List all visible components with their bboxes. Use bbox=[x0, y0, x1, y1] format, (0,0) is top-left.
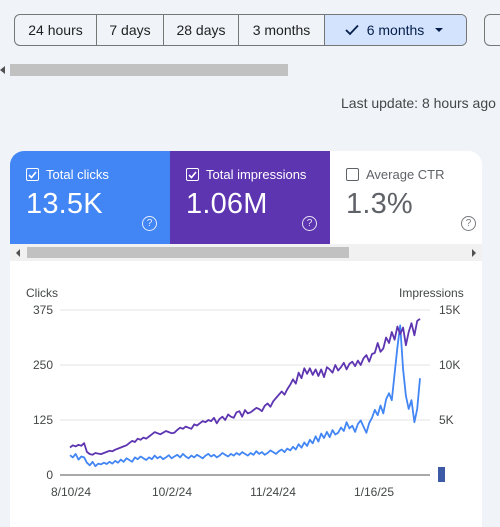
y-right-tick-label: 15K bbox=[439, 303, 460, 317]
range-label: 7 days bbox=[109, 22, 151, 38]
x-tick-label: 10/2/24 bbox=[152, 485, 192, 499]
performance-chart-svg: Clicks Impressions 375 250 125 0 15K 10K 5K 8/10/… bbox=[26, 286, 464, 499]
total-impressions-tile[interactable]: Total impressions 1.06M ? bbox=[170, 151, 330, 244]
metric-value: 1.06M bbox=[186, 188, 268, 220]
range-24-hours-button[interactable]: 24 hours bbox=[15, 15, 97, 45]
range-label: 6 months bbox=[366, 22, 425, 38]
metric-label: Average CTR bbox=[366, 167, 445, 182]
metric-value: 1.3% bbox=[346, 188, 413, 220]
range-7-days-button[interactable]: 7 days bbox=[97, 15, 164, 45]
annotation-marker bbox=[438, 467, 445, 482]
help-icon[interactable]: ? bbox=[461, 216, 476, 231]
page-horizontal-scrollbar[interactable] bbox=[0, 62, 500, 78]
average-ctr-tile[interactable]: Average CTR 1.3% ? bbox=[330, 151, 482, 244]
range-label: 28 days bbox=[176, 22, 226, 38]
metric-value: 13.5K bbox=[26, 188, 103, 220]
y-left-axis-title: Clicks bbox=[26, 286, 58, 300]
range-label: 24 hours bbox=[28, 22, 83, 38]
scrollbar-thumb[interactable] bbox=[27, 247, 349, 258]
more-options-button[interactable] bbox=[484, 14, 500, 46]
dropdown-arrow-icon bbox=[435, 28, 444, 32]
range-3-months-button[interactable]: 3 months bbox=[239, 15, 325, 45]
scroll-left-arrow-icon[interactable] bbox=[16, 249, 20, 257]
impressions-series-line bbox=[69, 318, 421, 456]
range-28-days-button[interactable]: 28 days bbox=[164, 15, 239, 45]
scroll-left-arrow-icon[interactable] bbox=[0, 66, 5, 74]
y-left-tick-label: 125 bbox=[33, 413, 53, 427]
y-left-tick-label: 0 bbox=[46, 468, 53, 482]
y-right-axis-title: Impressions bbox=[399, 286, 464, 300]
metric-label: Total impressions bbox=[206, 167, 307, 182]
performance-card: Total clicks 13.5K ? Total impressions 1… bbox=[10, 151, 482, 527]
metric-label: Total clicks bbox=[46, 167, 109, 182]
metrics-horizontal-scrollbar[interactable] bbox=[10, 244, 482, 261]
last-update-text: Last update: 8 hours ago bbox=[341, 95, 496, 111]
scroll-right-arrow-icon[interactable] bbox=[472, 249, 476, 257]
y-right-tick-label: 5K bbox=[439, 413, 454, 427]
scrollbar-thumb[interactable] bbox=[10, 64, 288, 76]
y-left-tick-label: 375 bbox=[33, 303, 53, 317]
performance-chart: Clicks Impressions 375 250 125 0 15K 10K 5K 8/10/… bbox=[10, 261, 482, 527]
checkbox-unchecked-icon[interactable] bbox=[346, 168, 359, 181]
help-icon[interactable]: ? bbox=[302, 216, 317, 231]
range-6-months-button[interactable]: 6 months bbox=[325, 15, 466, 45]
help-icon[interactable]: ? bbox=[142, 216, 157, 231]
x-tick-label: 8/10/24 bbox=[51, 485, 91, 499]
total-clicks-tile[interactable]: Total clicks 13.5K ? bbox=[10, 151, 170, 244]
checkbox-checked-icon[interactable] bbox=[186, 168, 199, 181]
range-label: 3 months bbox=[252, 22, 311, 38]
x-tick-label: 1/16/25 bbox=[354, 485, 394, 499]
clicks-series-line bbox=[69, 324, 421, 468]
y-left-tick-label: 250 bbox=[33, 358, 53, 372]
check-icon bbox=[345, 24, 359, 36]
y-right-tick-label: 10K bbox=[439, 358, 460, 372]
checkbox-checked-icon[interactable] bbox=[26, 168, 39, 181]
x-tick-label: 11/24/24 bbox=[250, 485, 296, 499]
date-range-selector: 24 hours 7 days 28 days 3 months 6 month… bbox=[14, 14, 467, 46]
